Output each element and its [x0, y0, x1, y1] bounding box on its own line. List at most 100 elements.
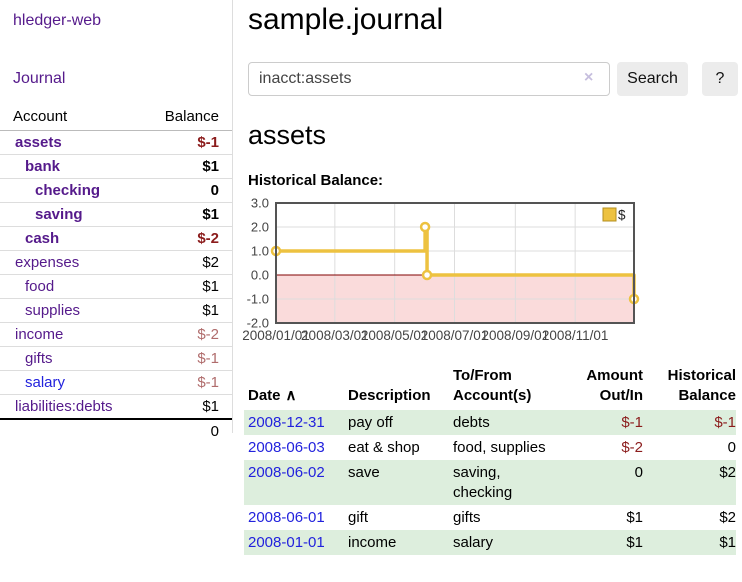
transaction-row: 2008-06-01 gift gifts $1 $2 — [244, 505, 736, 530]
transaction-date-link[interactable]: 2008-06-02 — [248, 464, 325, 481]
account-row: salary $-1 — [0, 370, 232, 395]
transaction-amount: $-1 — [571, 410, 643, 435]
transaction-balance: $1 — [643, 530, 736, 555]
transaction-description: eat & shop — [348, 439, 420, 456]
account-row: bank $1 — [0, 154, 232, 179]
chart-y-tick-label: -2.0 — [247, 316, 269, 331]
chart-x-tick-label: 2008/11/01 — [542, 328, 609, 343]
transaction-description: income — [344, 530, 449, 555]
account-row: checking 0 — [0, 178, 232, 203]
transaction-date-link[interactable]: 2008-06-03 — [248, 439, 325, 456]
transaction-balance: $-1 — [643, 410, 736, 435]
account-link-gifts[interactable]: gifts — [25, 350, 53, 367]
sort-asc-icon: ∧ — [285, 387, 297, 404]
app-brand: hledger-web — [0, 0, 232, 30]
sidebar-nav: Journal — [0, 70, 232, 88]
account-link-checking[interactable]: checking — [35, 182, 101, 199]
date-column-header[interactable]: Date ∧ — [248, 387, 297, 404]
main-content: sample.journal × Search ? assets Histori… — [242, 0, 740, 555]
chart-data-point — [419, 221, 431, 233]
transaction-accounts: gifts — [453, 509, 481, 526]
transaction-description: save — [344, 460, 449, 505]
transaction-accounts: debts — [449, 410, 571, 435]
account-balance: $1 — [145, 274, 232, 299]
account-link-supplies[interactable]: supplies — [25, 302, 81, 319]
sidebar-item-journal[interactable]: Journal — [13, 70, 66, 87]
chart-x-tick-label: 2008/07/01 — [421, 328, 489, 343]
sidebar: hledger-web Journal Account Balance asse… — [0, 0, 233, 440]
account-row: assets $-1 — [0, 130, 232, 155]
account-link-assets[interactable]: assets — [15, 134, 62, 151]
account-link-bank[interactable]: bank — [25, 158, 61, 175]
account-balance: $-2 — [145, 226, 232, 251]
account-column-header: Account — [0, 105, 146, 131]
account-link-saving[interactable]: saving — [35, 206, 83, 223]
transaction-amount: $-2 — [621, 439, 643, 456]
search-button[interactable]: Search — [617, 62, 688, 96]
account-row: supplies $1 — [0, 298, 232, 323]
register-account-heading: assets — [248, 120, 327, 150]
chart-x-tick-label: 2008/01/01 — [242, 328, 310, 343]
account-row: food $1 — [0, 274, 232, 299]
chart-data-point — [421, 269, 433, 281]
account-balance: $1 — [145, 394, 232, 420]
account-balance: $2 — [145, 250, 232, 275]
brand-link[interactable]: hledger-web — [13, 12, 102, 29]
account-balance: $1 — [145, 298, 232, 323]
transaction-row: 2008-06-03 eat & shop food, supplies $-2… — [244, 435, 736, 460]
accounts-table: Account Balance assets $-1 bank $1 check… — [0, 105, 232, 443]
amount-column-header: Amount Out/In — [586, 367, 643, 404]
search-input[interactable] — [248, 62, 610, 96]
register-table: Date ∧ Description To/From Account(s) Amo… — [244, 364, 736, 555]
transaction-balance: $2 — [643, 460, 736, 505]
transaction-amount: $1 — [626, 509, 643, 526]
account-column-header: To/From Account(s) — [453, 367, 532, 404]
clear-search-icon[interactable]: × — [584, 69, 594, 86]
chart-title: Historical Balance: — [248, 172, 384, 189]
account-link-expenses[interactable]: expenses — [15, 254, 80, 271]
account-link-cash[interactable]: cash — [25, 230, 60, 247]
help-button[interactable]: ? — [702, 62, 738, 96]
account-row: saving $1 — [0, 202, 232, 227]
chart-legend-label: $ — [618, 208, 626, 223]
transaction-date-link[interactable]: 2008-06-01 — [248, 509, 325, 526]
transaction-description: gift — [348, 509, 369, 526]
chart-x-tick-label: 2008/03/01 — [301, 328, 369, 343]
account-row: liabilities:debts $1 — [0, 394, 232, 420]
account-link-income[interactable]: income — [15, 326, 64, 343]
transaction-date-link[interactable]: 2008-12-31 — [248, 414, 325, 431]
chart-canvas: 3.0 2.0 1.0 0.0 -1.0 -2.02008/01/012008/03/01… — [242, 196, 640, 343]
transaction-row: 2008-01-01 income salary $1 $1 — [244, 530, 736, 555]
transaction-accounts: saving, checking — [449, 460, 571, 505]
chart-border — [275, 202, 635, 324]
account-row: cash $-2 — [0, 226, 232, 251]
transaction-amount: 0 — [571, 460, 643, 505]
chart-x-tick-label: 2008/05/01 — [361, 328, 429, 343]
transaction-accounts: food, supplies — [453, 439, 546, 456]
chart-y-tick-label: 3.0 — [251, 196, 269, 211]
historical-balance-chart: 3.0 2.0 1.0 0.0 -1.0 -2.0 2008/01/01 2008/03/01… — [242, 196, 668, 346]
account-link-salary[interactable]: salary — [25, 374, 66, 391]
page-title: sample.journal — [248, 3, 444, 36]
account-link-liabilities-debts[interactable]: liabilities:debts — [15, 398, 113, 415]
account-balance: $-1 — [145, 370, 232, 395]
account-row: gifts $-1 — [0, 346, 232, 371]
account-balance: $-1 — [145, 346, 232, 371]
balance-column-header: Historical Balance — [667, 367, 736, 404]
account-balance: $1 — [145, 154, 232, 179]
transaction-balance: 0 — [727, 439, 736, 456]
accounts-total-value: 0 — [210, 423, 219, 440]
transaction-date-link[interactable]: 2008-01-01 — [248, 534, 325, 551]
chart-y-tick-label: 0.0 — [251, 268, 269, 283]
account-link-food[interactable]: food — [25, 278, 55, 295]
account-row: income $-2 — [0, 322, 232, 347]
transaction-accounts: salary — [449, 530, 571, 555]
account-row: expenses $2 — [0, 250, 232, 275]
chart-legend-swatch — [602, 207, 617, 222]
chart-y-tick-label: 2.0 — [251, 220, 269, 235]
description-column-header: Description — [348, 387, 431, 404]
account-balance: $1 — [145, 202, 232, 227]
transaction-row: 2008-06-02 save saving, checking 0 $2 — [244, 460, 736, 505]
transaction-amount: $1 — [571, 530, 643, 555]
transaction-row: 2008-12-31 pay off debts $-1 $-1 — [244, 410, 736, 435]
